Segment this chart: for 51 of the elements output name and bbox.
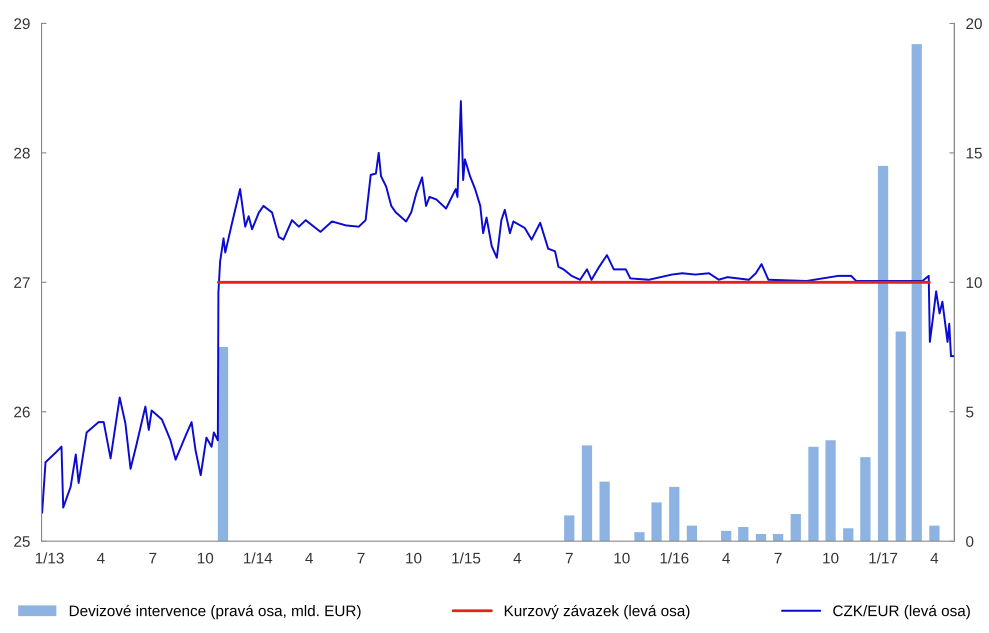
bar: [878, 166, 888, 542]
x-tick-label: 7: [358, 552, 365, 564]
x-tick-label: 4: [930, 552, 938, 564]
bar: [860, 457, 871, 542]
legend-label: Kurzový závazek (levá osa): [504, 604, 690, 620]
bar: [808, 446, 819, 542]
bar: [218, 347, 228, 542]
bar: [600, 482, 610, 542]
y-tick-label: 28: [14, 148, 30, 159]
x-tick-label: 1/14: [244, 552, 272, 564]
bar: [896, 332, 906, 542]
x-tick-label: 10: [198, 552, 214, 564]
legend-label: CZK/EUR (levá osa): [833, 604, 970, 620]
x-tick-label: 1/16: [660, 552, 688, 564]
bar: [790, 514, 801, 542]
y2-tick-label: 0: [966, 536, 974, 547]
bar: [669, 486, 680, 542]
legend-label: Devizové intervence (pravá osa, mld. EUR): [70, 604, 361, 620]
bar: [929, 526, 940, 542]
x-tick-label: 1/15: [452, 552, 480, 564]
x-tick-label: 4: [722, 552, 730, 564]
bar: [582, 445, 592, 542]
y2-tick-label: 5: [966, 406, 974, 418]
y2-tick-label: 20: [966, 18, 982, 30]
y2-tick-label: 10: [966, 277, 982, 288]
y-tick-label: 26: [14, 406, 30, 418]
line-series: [42, 100, 954, 514]
x-tick-label: 4: [305, 552, 313, 564]
x-tick-label: 10: [614, 552, 630, 564]
x-tick-label: 10: [823, 552, 838, 564]
bar: [686, 526, 698, 542]
x-tick-label: 10: [406, 552, 422, 564]
x-tick-label: 7: [774, 552, 782, 564]
bar: [825, 440, 836, 542]
x-tick-label: 1/17: [869, 552, 898, 564]
y-tick-label: 25: [14, 536, 30, 547]
bar: [721, 530, 732, 542]
x-tick-label: 4: [513, 552, 522, 564]
bar: [912, 44, 922, 542]
bar: [738, 526, 748, 542]
x-tick-label: 1/13: [36, 552, 64, 564]
bar: [843, 528, 854, 542]
bar: [564, 515, 574, 542]
y-tick-label: 29: [14, 18, 30, 30]
y2-tick-label: 15: [966, 148, 982, 159]
y-tick-label: 27: [14, 277, 30, 288]
bar: [634, 532, 645, 542]
x-tick-label: 7: [566, 552, 573, 564]
x-tick-label: 4: [96, 552, 105, 564]
bar: [651, 502, 662, 542]
x-tick-label: 7: [149, 552, 156, 564]
